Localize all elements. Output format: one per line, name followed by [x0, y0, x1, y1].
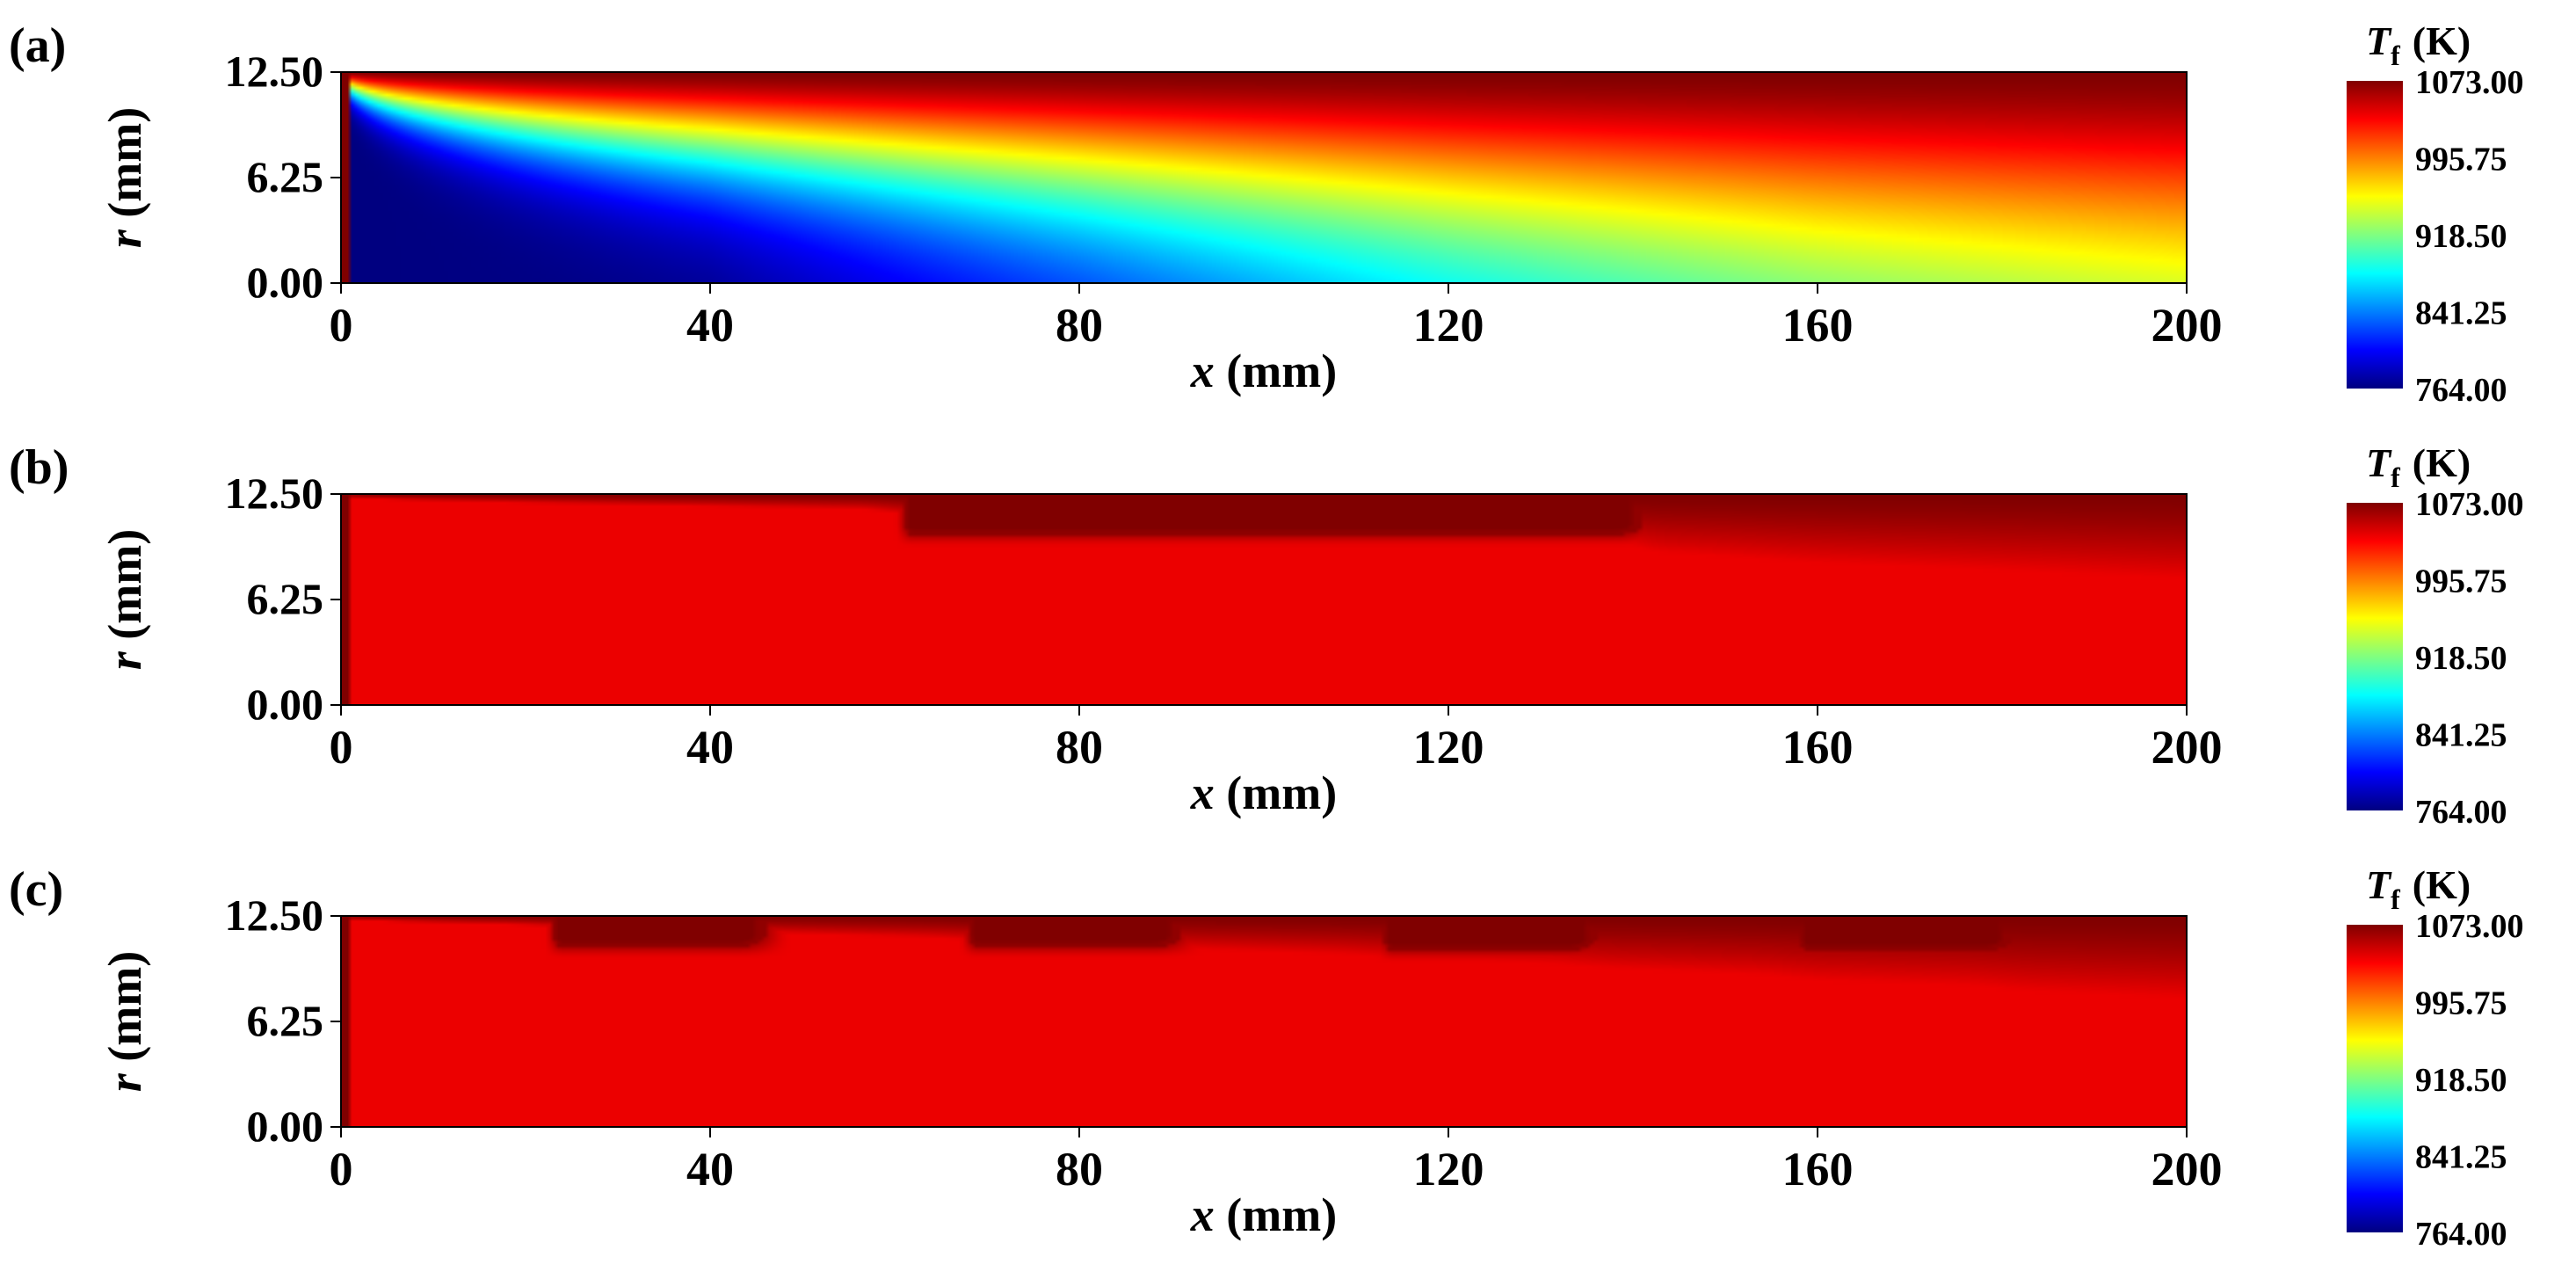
x-tick-label: 40: [686, 721, 734, 774]
x-tick-label: 160: [1782, 299, 1854, 352]
colorbar-gradient: [2347, 925, 2403, 1232]
y-axis-label: r (mm): [98, 951, 151, 1092]
y-tick-label: 6.25: [247, 996, 324, 1045]
x-tick-label: 120: [1413, 299, 1484, 352]
y-tick-label: 0.00: [247, 258, 324, 307]
colorbar-tick-label: 918.50: [2415, 1062, 2507, 1099]
colorbar-tick-label: 1073.00: [2415, 64, 2524, 101]
x-tick-label: 160: [1782, 1143, 1854, 1195]
x-tick-label: 160: [1782, 721, 1854, 774]
x-axis-label: x (mm): [1190, 767, 1337, 819]
colorbar-gradient: [2347, 81, 2403, 389]
y-tick-label: 6.25: [247, 574, 324, 623]
colorbar-title: Tf (K): [2366, 18, 2471, 71]
colorbar: Tf (K)1073.00 995.75 918.50 841.25 764.00: [2347, 440, 2524, 831]
colorbar-tick-label: 918.50: [2415, 640, 2507, 677]
panel-label: (a): [9, 18, 66, 73]
y-tick-label: 0.00: [247, 1101, 324, 1151]
x-tick-label: 120: [1413, 1143, 1484, 1195]
y-tick-label: 12.50: [225, 469, 324, 518]
colorbar-title: Tf (K): [2366, 440, 2471, 493]
y-tick-label: 12.50: [225, 890, 324, 940]
x-tick-label: 200: [2152, 299, 2223, 352]
colorbar-gradient: [2347, 503, 2403, 810]
x-tick-label: 40: [686, 299, 734, 352]
colorbar-tick-label: 764.00: [2415, 372, 2507, 409]
y-tick-label: 12.50: [225, 47, 324, 96]
colorbar-tick-label: 918.50: [2415, 218, 2507, 255]
x-tick-label: 40: [686, 1143, 734, 1195]
colorbar-tick-label: 764.00: [2415, 1216, 2507, 1253]
colorbar-tick-label: 1073.00: [2415, 486, 2524, 523]
colorbar-tick-label: 841.25: [2415, 1139, 2507, 1176]
x-axis-label: x (mm): [1190, 345, 1337, 397]
x-tick-label: 0: [330, 721, 353, 774]
y-tick-label: 0.00: [247, 679, 324, 729]
panel-3: (c) 12.50 6.25 0.000 40 80 120 160 200 x (mm) r (m…: [9, 862, 2524, 1253]
colorbar-tick-label: 995.75: [2415, 142, 2507, 178]
panel-2: (b) 12.50 6.25 0.000 40 80 120 160 200 x (mm) r (m…: [9, 440, 2524, 831]
temperature-field-heatmap: [341, 494, 2187, 705]
colorbar-tick-label: 764.00: [2415, 794, 2507, 831]
x-tick-label: 0: [330, 299, 353, 352]
temperature-field-heatmap: [341, 916, 2187, 1127]
panel-label: (c): [9, 862, 63, 917]
x-tick-label: 80: [1056, 721, 1103, 774]
colorbar-tick-label: 1073.00: [2415, 908, 2524, 945]
colorbar: Tf (K)1073.00 995.75 918.50 841.25 764.00: [2347, 862, 2524, 1253]
x-tick-label: 120: [1413, 721, 1484, 774]
x-tick-label: 80: [1056, 299, 1103, 352]
x-tick-label: 200: [2152, 721, 2223, 774]
colorbar-tick-label: 841.25: [2415, 295, 2507, 332]
panel-label: (b): [9, 440, 69, 495]
x-tick-label: 0: [330, 1143, 353, 1195]
colorbar-tick-label: 995.75: [2415, 563, 2507, 600]
panel-1: (a) 12.50 6.25 0.000 40 80 120 160 200 x (mm) r (m…: [9, 18, 2524, 409]
colorbar-title: Tf (K): [2366, 862, 2471, 915]
colorbar-tick-label: 841.25: [2415, 717, 2507, 754]
colorbar-tick-label: 995.75: [2415, 985, 2507, 1022]
y-axis-label: r (mm): [98, 529, 151, 670]
x-tick-label: 200: [2152, 1143, 2223, 1195]
y-axis-label: r (mm): [98, 107, 151, 248]
colorbar: Tf (K)1073.00 995.75 918.50 841.25 764.00: [2347, 18, 2524, 409]
x-tick-label: 80: [1056, 1143, 1103, 1195]
x-axis-label: x (mm): [1190, 1188, 1337, 1241]
y-tick-label: 6.25: [247, 152, 324, 201]
temperature-field-heatmap: [341, 72, 2187, 283]
